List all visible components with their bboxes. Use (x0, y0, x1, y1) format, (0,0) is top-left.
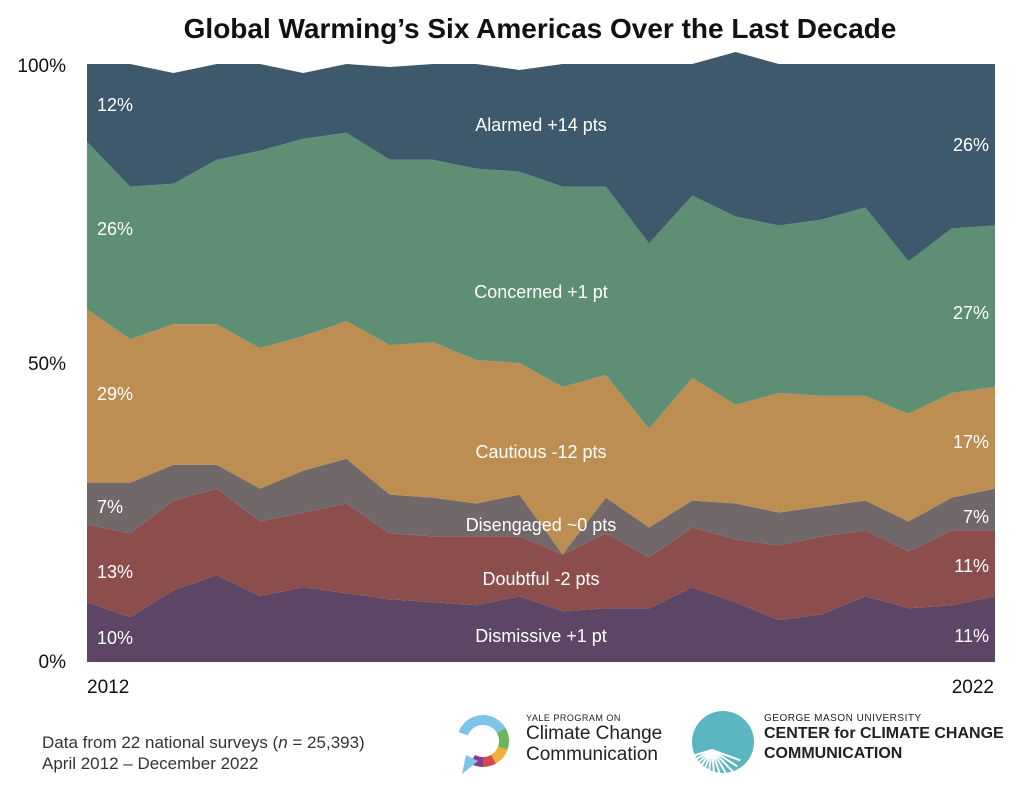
area-dismissive (87, 575, 995, 662)
yale-ring-segment (458, 715, 506, 736)
label-alarmed-2012: 12% (97, 95, 133, 115)
label-cautious-change: Cautious -12 pts (475, 442, 606, 462)
yale-logo-icon (458, 715, 509, 774)
gmu-ray (711, 749, 729, 776)
yale-ring-segment (496, 728, 509, 750)
label-disengaged-2012: 7% (97, 497, 123, 517)
yale-logo-line2: Communication (526, 744, 658, 765)
gmu-ray (711, 749, 722, 776)
y-tick-100: 100% (17, 56, 66, 77)
chart-title: Global Warming’s Six Americas Over the L… (184, 13, 897, 44)
gmu-logo-icon (690, 711, 754, 776)
yale-ring-segment (490, 746, 508, 764)
area-doubtful (87, 488, 995, 621)
label-concerned-2022: 27% (953, 303, 989, 323)
label-cautious-2022: 17% (953, 432, 989, 452)
yale-bubble-tail (462, 755, 478, 774)
y-tick-50: 50% (28, 354, 66, 375)
label-dismissive-2012: 10% (97, 628, 133, 648)
gmu-ray (690, 749, 713, 772)
label-alarmed-2022: 26% (953, 135, 989, 155)
label-doubtful-2012: 13% (97, 562, 133, 582)
gmu-ray (711, 749, 741, 762)
gmu-circle (692, 711, 754, 773)
label-concerned-change: Concerned +1 pt (474, 282, 608, 302)
yale-ring-segment (482, 754, 496, 767)
y-tick-0: 0% (39, 652, 67, 673)
gmu-ray (694, 749, 713, 776)
x-tick-end: 2022 (952, 677, 994, 698)
gmu-ray (711, 749, 734, 773)
gmu-ray (690, 749, 713, 764)
label-disengaged-change: Disengaged ~0 pts (466, 515, 617, 535)
gmu-ray (700, 749, 713, 776)
axes: 100% 50% 0% 2012 2022 (17, 56, 994, 698)
area-disengaged (87, 458, 995, 558)
gmu-logo-line2: COMMUNICATION (764, 745, 903, 762)
label-doubtful-change: Doubtful -2 pts (482, 569, 599, 589)
stacked-areas (87, 52, 995, 662)
label-doubtful-2022: 11% (954, 556, 989, 576)
label-dismissive-2022: 11% (954, 626, 989, 646)
area-concerned (87, 132, 995, 429)
data-footnote: Data from 22 national surveys (n = 25,39… (42, 732, 365, 774)
gmu-ray (690, 749, 713, 758)
gmu-ray (711, 749, 738, 768)
footnote-line1: Data from 22 national surveys (n = 25,39… (42, 733, 365, 752)
gmu-logo-line1: CENTER for CLIMATE CHANGE (764, 725, 1004, 742)
area-labels: 10% Dismissive +1 pt 11% 13% Doubtful -2 pts… (97, 95, 989, 648)
label-disengaged-2022: 7% (963, 507, 989, 527)
label-concerned-2012: 26% (97, 219, 133, 239)
label-alarmed-change: Alarmed +14 pts (475, 115, 607, 135)
gmu-ray (711, 749, 716, 776)
gmu-logo-small-text: GEORGE MASON UNIVERSITY (764, 713, 922, 724)
x-tick-start: 2012 (87, 677, 129, 698)
area-alarmed (87, 52, 995, 262)
gmu-ray (707, 749, 713, 776)
area-cautious (87, 309, 995, 555)
label-dismissive-change: Dismissive +1 pt (475, 626, 607, 646)
label-cautious-2012: 29% (97, 384, 133, 404)
yale-logo-small-text: YALE PROGRAM ON (526, 713, 621, 723)
yale-logo-line1: Climate Change (526, 723, 663, 744)
footnote-line2: April 2012 – December 2022 (42, 754, 259, 773)
